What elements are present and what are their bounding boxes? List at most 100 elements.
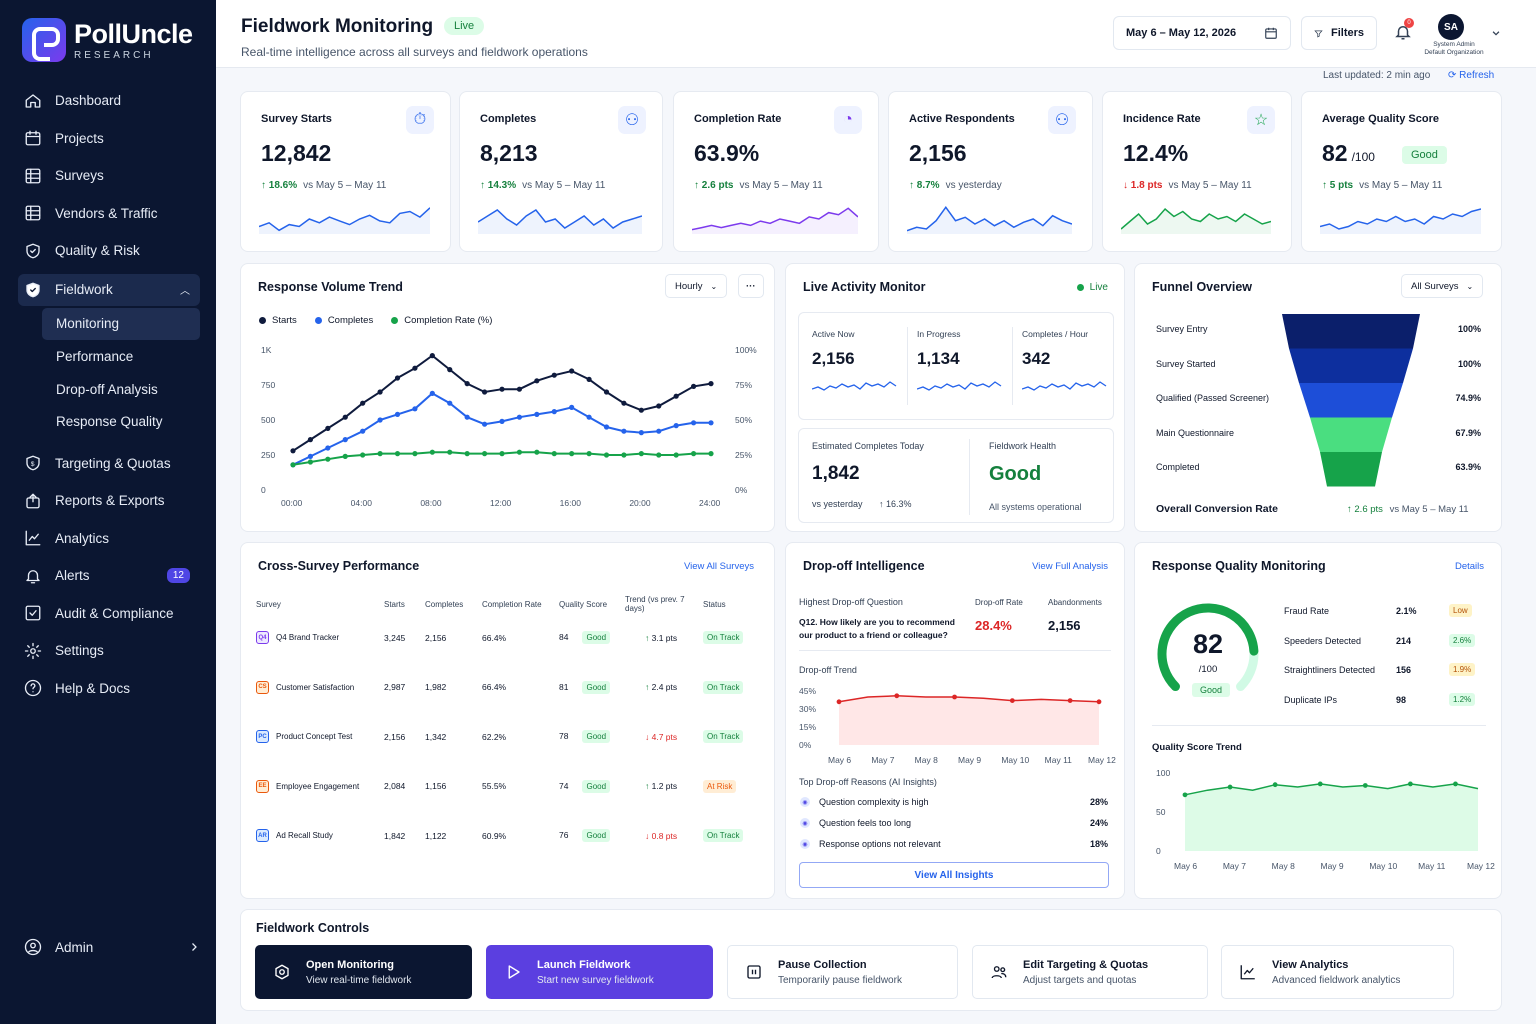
sidebar-item-label: Alerts [55,568,90,583]
kpi-card-completion-rate: Completion Rate ◔ 63.9% ↑ 2.6 pts vs May 5 –… [673,91,879,252]
quality-details-link[interactable]: Details [1454,561,1484,572]
sidebar-subitem-performance[interactable]: Performance [56,349,134,365]
cell-completes: 1,156 [425,781,447,792]
control-pause-collection[interactable]: Pause Collection Temporarily pause fieldw… [727,945,958,999]
view-all-surveys-link[interactable]: View All Surveys [683,561,754,572]
funnel-stage [1310,417,1392,452]
cell-trend: ↑ 3.1 pts [625,613,703,663]
dropoff-area [839,695,1099,745]
funnel-stage-label: Survey Entry [1156,324,1208,334]
sidebar-item-surveys[interactable]: Surveys [18,157,200,195]
kpi-compare: vs yesterday [945,180,1002,191]
survey-filter-select[interactable]: All Surveys ⌄ [1401,274,1484,298]
interval-select[interactable]: Hourly ⌄ [665,274,728,298]
chevron-right-icon [192,943,197,951]
filters-button[interactable]: Filters [1301,16,1377,50]
sidebar-item-vendors-traffic[interactable]: Vendors & Traffic [18,195,200,233]
series-point [377,389,383,395]
sidebar-item-settings[interactable]: Settings [18,632,200,670]
control-open-monitoring[interactable]: Open Monitoring View real-time fieldwork [255,945,472,999]
grade-pill: Good [582,631,611,645]
series-line-0 [292,354,712,452]
control-edit-targeting-quotas[interactable]: Edit Targeting & Quotas Adjust targets an… [972,945,1208,999]
dropoff-trend-chart: 45% 30% 15% 0% May 6 May 7 May 8 May 9 May 10 May… [799,686,1116,765]
control-view-analytics[interactable]: View Analytics Advanced fieldwork analyti… [1221,945,1454,999]
view-full-analysis-link[interactable]: View Full Analysis [1032,561,1108,572]
series-point [360,428,366,434]
reason-pct: 28% [1089,797,1108,807]
chevron-down-icon[interactable] [1491,28,1501,38]
sidebar-item-alerts[interactable]: Alerts 12 [18,557,200,595]
survey-name-cell: CS Customer Satisfaction [256,663,384,713]
cell-status: On Track [703,613,761,663]
sidebar-item-label: Dashboard [55,93,122,109]
y-tick-right: 25% [735,450,752,460]
funnel-stage-pct: 100% [1457,324,1481,334]
control-launch-fieldwork[interactable]: Launch Fieldwork Start new survey fieldwo… [486,945,713,999]
sidebar-item-label: Settings [55,643,104,658]
table-row[interactable]: Q4 Q4 Brand Tracker 3,245 2,156 66.4% 84 Good ↑… [256,613,761,663]
brand-logo[interactable]: PollUncle RESEARCH [22,18,193,62]
kpi-label: Survey Starts [261,113,332,125]
sidebar-item-targeting-quotas[interactable]: $ Targeting & Quotas [18,444,200,482]
table-row[interactable]: AR Ad Recall Study 1,842 1,122 60.9% 76 Good ↓ … [256,811,761,861]
kpi-delta-value: ↑ 5 pts [1322,180,1354,191]
cell-score: 76 Good [559,811,625,861]
survey-icon: AR [256,829,269,843]
sidebar-item-quality-risk[interactable]: Quality & Risk [18,232,200,270]
chart-icon [1238,962,1258,982]
chart-line-icon [24,529,42,547]
series-point [586,414,592,420]
filters-label: Filters [1330,27,1364,39]
dropoff-title: Drop-off Intelligence [803,559,925,573]
sidebar-item-reports-exports[interactable]: Reports & Exports [18,482,200,520]
table-row[interactable]: PC Product Concept Test 2,156 1,342 62.2% 78 G… [256,712,761,762]
table-row[interactable]: EE Employee Engagement 2,084 1,156 55.5% 74 Go… [256,762,761,812]
sidebar-item-audit-compliance[interactable]: Audit & Compliance [18,594,200,632]
sidebar-item-fieldwork[interactable]: Fieldwork ︿ [18,273,200,306]
view-all-insights-button[interactable]: View All Insights [799,862,1109,888]
kpi-sparkline [1121,207,1271,234]
series-point [307,459,314,465]
legend-completion-rate: Completion Rate (%) [391,315,492,326]
sidebar-subitem-monitoring[interactable]: Monitoring [42,307,200,341]
sidebar-item-dashboard[interactable]: Dashboard [18,82,200,120]
date-range-picker[interactable]: May 6 – May 12, 2026 [1113,16,1291,50]
y-tick: 0 [1156,846,1161,856]
quality-card: Response Quality Monitoring Details 82 /… [1134,542,1502,899]
table-row[interactable]: CS Customer Satisfaction 2,987 1,982 66.4% 81… [256,663,761,713]
avatar[interactable]: SA [1438,14,1464,40]
refresh-button[interactable]: ⟳ Refresh [1448,70,1494,81]
control-text: Pause Collection Temporarily pause fieldw… [778,959,902,986]
series-point [516,449,523,455]
control-subtitle: View real-time fieldwork [306,974,412,986]
chevron-down-icon: ⌄ [1466,281,1474,291]
survey-name: Employee Engagement [276,781,360,791]
notification-count: 0 [1404,18,1414,28]
series-point [377,451,383,457]
sidebar-subitem-drop-off-analysis[interactable]: Drop-off Analysis [56,381,158,397]
notifications-button[interactable]: 0 [1394,18,1414,47]
series-point [551,451,557,457]
admin-menu[interactable]: Admin [24,938,200,956]
sparkline-line [812,381,897,391]
series-point [551,409,557,415]
x-tick: May 6 [1174,861,1197,871]
y-tick-left: 750 [261,380,275,390]
cross-survey-card: Cross-Survey Performance View All Survey… [240,542,775,899]
sidebar-item-analytics[interactable]: Analytics [18,519,200,557]
quality-line [1184,783,1479,796]
sidebar-subitem-response-quality[interactable]: Response Quality [56,414,163,430]
sidebar-item-help-docs[interactable]: Help & Docs [18,669,200,707]
x-tick: 16:00 [560,498,582,508]
sidebar-item-projects[interactable]: Projects [18,120,200,158]
x-tick: May 10 [1369,861,1397,871]
series-point [638,407,644,413]
more-options-button[interactable]: ··· [738,274,764,298]
series-point [516,386,523,392]
sparkline-line [1022,381,1107,391]
kpi-card-incidence-rate: Incidence Rate ☆ 12.4% ↓ 1.8 pts vs May 5 – … [1102,91,1292,252]
quality-metric-value: 214 [1396,635,1412,646]
sidebar-item-label: Audit & Compliance [55,605,174,621]
series-point [290,448,296,454]
